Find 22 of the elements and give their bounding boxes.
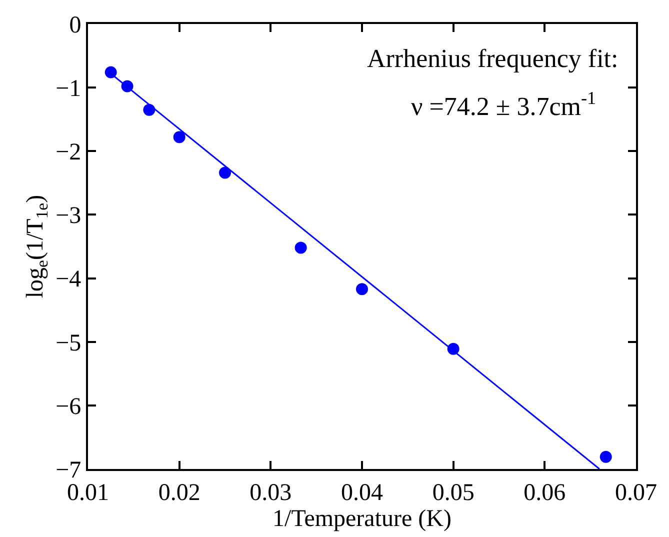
x-tick-label: 0.07	[615, 480, 657, 506]
x-tick-label: 0.02	[158, 480, 200, 506]
x-axis-title: 1/Temperature (K)	[272, 506, 452, 532]
annotation: ν =74.2 ± 3.7cm$^{-1}$	[411, 88, 596, 121]
y-tick-label: −6	[56, 394, 82, 420]
y-tick-label: −2	[56, 140, 82, 166]
y-tick-label: −1	[56, 76, 82, 102]
point	[219, 166, 231, 179]
y-tick-label: −3	[56, 203, 82, 230]
y-tick-label: −5	[56, 330, 82, 356]
y-tick-label: 0	[69, 12, 82, 38]
point	[173, 131, 186, 144]
point	[294, 242, 307, 254]
annotation: Arrhenius frequency fit:	[367, 44, 618, 73]
y-tick-label: −4	[56, 266, 82, 293]
point	[104, 66, 117, 78]
x-tick-label: 0.06	[524, 480, 566, 506]
x-tick-label: 0.03	[250, 480, 292, 506]
x-tick-label: 0.04	[341, 480, 383, 506]
point	[600, 450, 612, 463]
x-tick-label: 0.05	[432, 480, 474, 506]
point	[356, 283, 368, 296]
